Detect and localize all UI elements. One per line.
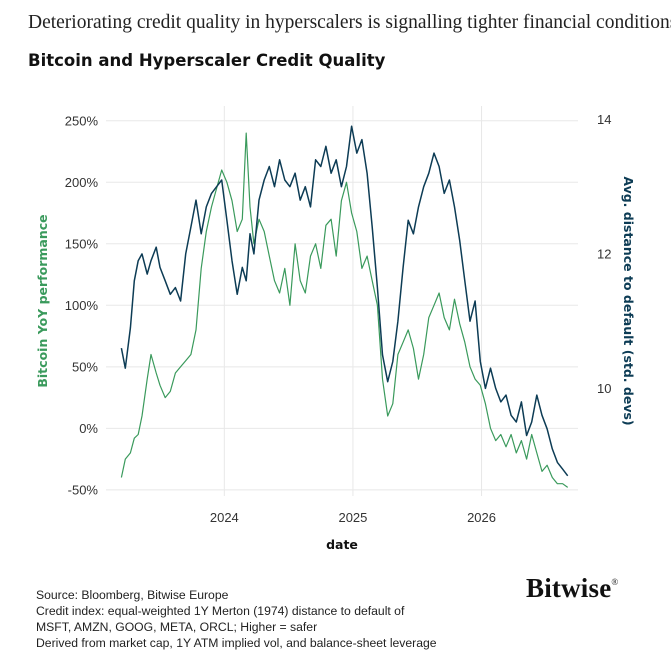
bitcoin-yoy-line xyxy=(120,132,569,488)
y-axis-right-label: Avg. distance to default (std. devs) xyxy=(621,176,636,425)
x-tick-label: 2024 xyxy=(210,510,239,525)
chart-canvas: -50% 0% 50% 100% 150% 200% 250% 2024 2025 2026 10 1… xyxy=(35,106,636,552)
source-line: Credit index: equal-weighted 1Y Merton (… xyxy=(36,604,405,618)
y-left-tick-label: 0% xyxy=(79,421,98,436)
y-left-tick-label: 250% xyxy=(65,113,99,128)
y-left-tick-label: 50% xyxy=(72,359,98,374)
source-line: Source: Bloomberg, Bitwise Europe xyxy=(36,588,229,602)
y-left-tick-label: 150% xyxy=(65,236,99,251)
headline: Deteriorating credit quality in hypersca… xyxy=(28,12,671,33)
x-tick-label: 2026 xyxy=(467,510,496,525)
x-tick-label: 2025 xyxy=(338,510,367,525)
distance-to-default-line xyxy=(120,125,569,477)
source-notes: Source: Bloomberg, Bitwise Europe Credit… xyxy=(36,587,437,651)
y-right-tick-label: 14 xyxy=(597,112,611,127)
logo-text: Bitwise xyxy=(526,573,612,603)
x-axis-label: date xyxy=(326,537,358,552)
bitwise-logo: Bitwise® xyxy=(526,573,618,604)
y-axis-left-label: Bitcoin YoY performance xyxy=(35,214,50,387)
y-right-tick-label: 10 xyxy=(597,381,611,396)
source-line: Derived from market cap, 1Y ATM implied … xyxy=(36,636,437,650)
series-lines xyxy=(120,125,569,488)
y-left-tick-label: 100% xyxy=(65,298,99,313)
chart-title: Bitcoin and Hyperscaler Credit Quality xyxy=(28,51,386,70)
y-right-tick-label: 12 xyxy=(597,246,611,261)
axis-ticks: -50% 0% 50% 100% 150% 200% 250% 2024 2025 2026 10 1… xyxy=(65,112,612,525)
y-left-tick-label: -50% xyxy=(68,482,99,497)
grid xyxy=(106,106,578,496)
logo-mark: ® xyxy=(611,577,619,587)
y-left-tick-label: 200% xyxy=(65,175,99,190)
source-line: MSFT, AMZN, GOOG, META, ORCL; Higher = s… xyxy=(36,620,318,634)
